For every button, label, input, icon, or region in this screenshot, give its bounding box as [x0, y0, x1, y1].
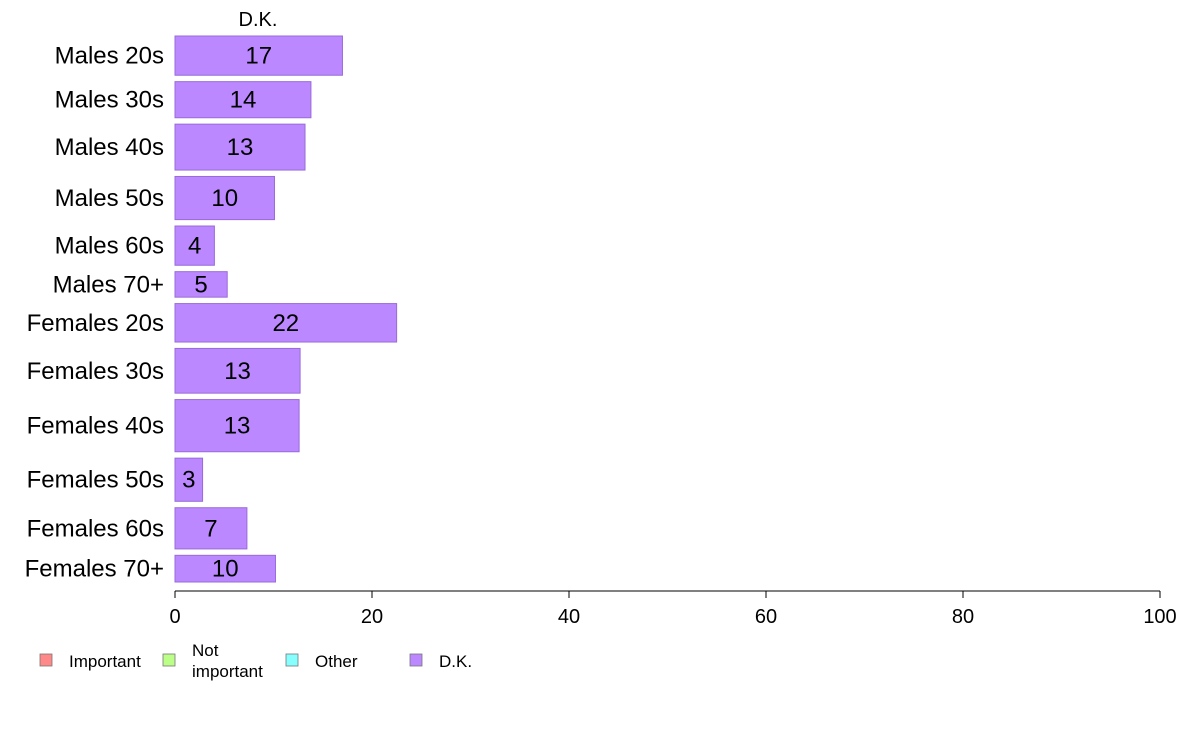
bar-value-label: 5	[194, 271, 207, 298]
legend: Important Not important Other D.K.	[39, 641, 472, 681]
legend-swatch	[39, 653, 53, 667]
legend-label: Other	[315, 652, 358, 671]
x-tick-label: 60	[755, 606, 777, 628]
category-label: Males 40s	[55, 134, 164, 161]
bar-value-label: 10	[211, 185, 238, 212]
x-axis: 0 20 40 60 80 100	[169, 590, 1177, 628]
bar-value-label: 22	[272, 310, 299, 337]
category-label: Males 20s	[55, 43, 164, 70]
category-label: Females 40s	[27, 413, 164, 440]
x-tick-label: 20	[361, 606, 383, 628]
bar-males-40s	[174, 123, 306, 171]
category-label: Males 30s	[55, 87, 164, 114]
bar-males-30s	[174, 81, 312, 119]
bar-males-70-plus	[174, 271, 228, 298]
bar-value-label: 10	[212, 556, 239, 583]
bar-females-20s	[174, 303, 398, 343]
bar-value-label: 3	[182, 467, 195, 494]
bar-females-40s	[174, 399, 300, 453]
legend-swatch	[162, 653, 176, 667]
legend-swatch	[285, 653, 299, 667]
bar-females-50s	[174, 457, 204, 502]
bars-group: 17 14 13 10 4 5 22 13 13 37 10	[174, 35, 398, 583]
bar-males-50s	[174, 175, 275, 221]
x-tick-label: 100	[1143, 606, 1176, 628]
x-tick-label: 0	[169, 606, 180, 628]
bar-females-70-plus	[174, 554, 276, 583]
legend-label: Important	[69, 652, 141, 671]
bar-males-60s	[174, 225, 215, 266]
category-label: Females 60s	[27, 515, 164, 542]
bar-females-60s	[174, 507, 248, 550]
bar-value-label: 13	[224, 413, 251, 440]
category-label: Females 20s	[27, 310, 164, 337]
bar-value-label: 14	[230, 87, 257, 114]
x-tick-label: 80	[952, 606, 974, 628]
category-label: Males 50s	[55, 185, 164, 212]
bar-males-20s	[174, 35, 343, 76]
legend-swatch	[409, 653, 423, 667]
bar-females-30s	[174, 347, 301, 394]
bar-value-label: 4	[188, 233, 201, 260]
bar-value-label: 17	[245, 43, 272, 70]
category-label: Females 30s	[27, 358, 164, 385]
bar-value-label: 7	[204, 515, 217, 542]
x-tick-label: 40	[558, 606, 580, 628]
legend-label: D.K.	[439, 652, 472, 671]
legend-label: Not important	[192, 641, 263, 681]
category-label: Females 50s	[27, 467, 164, 494]
bar-value-label: 13	[224, 358, 251, 385]
category-labels: Males 20s Males 30s Males 40s Males 50s Male…	[25, 43, 164, 583]
series-header: D.K.	[239, 9, 278, 31]
category-label: Males 60s	[55, 233, 164, 260]
category-label: Males 70+	[53, 271, 164, 298]
bar-value-label: 13	[227, 134, 254, 161]
category-label: Females 70+	[25, 556, 164, 583]
